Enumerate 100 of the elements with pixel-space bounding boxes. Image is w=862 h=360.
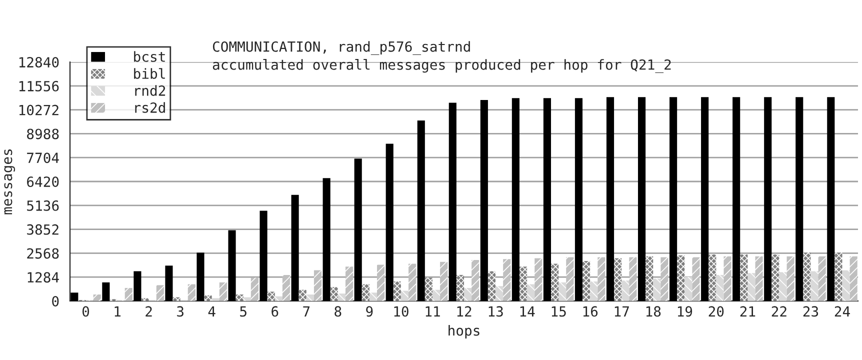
legend-label: rnd2 bbox=[135, 85, 166, 96]
bar bbox=[527, 284, 535, 301]
x-tick-label: 23 bbox=[803, 306, 818, 317]
bar bbox=[362, 284, 370, 301]
bar bbox=[550, 264, 559, 301]
bar bbox=[338, 294, 346, 301]
x-tick-label: 19 bbox=[678, 306, 692, 317]
legend-label: rs2d bbox=[135, 102, 165, 113]
bar bbox=[386, 144, 394, 301]
bar bbox=[330, 287, 338, 301]
bar bbox=[622, 280, 630, 301]
bar bbox=[724, 256, 732, 301]
y-tick-label: 10272 bbox=[19, 104, 58, 116]
bar bbox=[267, 292, 275, 301]
bar bbox=[558, 282, 566, 301]
bar bbox=[282, 274, 290, 301]
chart-subtitle: accumulated overall messages produced per hop for Q21_2 bbox=[212, 59, 671, 73]
bar bbox=[638, 97, 646, 301]
bar bbox=[124, 288, 132, 301]
bar bbox=[646, 256, 654, 301]
y-tick-label: 6420 bbox=[27, 176, 59, 188]
x-tick-label: 16 bbox=[583, 306, 598, 317]
bar bbox=[172, 297, 180, 301]
bar bbox=[519, 266, 528, 301]
bar bbox=[440, 262, 448, 301]
x-tick-label: 9 bbox=[366, 306, 373, 317]
x-tick-label: 21 bbox=[740, 306, 756, 316]
bar bbox=[260, 210, 268, 301]
bar bbox=[566, 257, 574, 301]
bar bbox=[456, 274, 464, 301]
legend-label: bcst bbox=[134, 51, 165, 62]
y-tick-label: 0 bbox=[52, 296, 59, 307]
bar bbox=[93, 294, 101, 301]
bar bbox=[818, 256, 826, 301]
x-tick-label: 11 bbox=[426, 306, 440, 316]
bar bbox=[165, 266, 173, 301]
bar bbox=[212, 298, 220, 301]
bar bbox=[684, 276, 692, 301]
x-tick-label: 1 bbox=[114, 306, 121, 316]
bar bbox=[488, 271, 496, 301]
bar bbox=[219, 282, 227, 301]
bar bbox=[503, 259, 511, 301]
bar bbox=[480, 100, 488, 301]
bar bbox=[448, 102, 456, 301]
y-tick-label: 8988 bbox=[27, 128, 59, 140]
bar bbox=[772, 254, 780, 301]
x-tick-label: 10 bbox=[394, 306, 408, 317]
bar bbox=[400, 290, 409, 301]
legend-label: bibl bbox=[134, 68, 165, 79]
bar bbox=[102, 282, 110, 301]
x-tick-label: 24 bbox=[834, 306, 850, 316]
bar bbox=[598, 257, 606, 301]
x-tick-label: 8 bbox=[334, 306, 342, 317]
bar bbox=[786, 256, 794, 301]
bar bbox=[660, 257, 668, 301]
y-axis-title: messages bbox=[4, 149, 15, 214]
bar bbox=[369, 292, 378, 301]
x-tick-label: 18 bbox=[646, 306, 661, 317]
bar bbox=[748, 273, 756, 301]
bar bbox=[590, 281, 598, 301]
bar bbox=[424, 278, 432, 301]
bar bbox=[393, 281, 401, 301]
x-axis-title: hops bbox=[448, 325, 480, 338]
bar bbox=[779, 272, 787, 301]
x-tick-label: 7 bbox=[303, 306, 310, 316]
bar bbox=[677, 255, 685, 301]
bar bbox=[842, 270, 850, 301]
y-tick-label: 1284 bbox=[28, 272, 59, 283]
y-tick-label: 7704 bbox=[27, 152, 59, 164]
x-tick-label: 5 bbox=[240, 306, 246, 317]
bar bbox=[534, 258, 542, 301]
bar bbox=[614, 258, 622, 301]
x-tick-label: 6 bbox=[272, 306, 278, 317]
x-tick-label: 17 bbox=[614, 306, 629, 316]
bar bbox=[432, 290, 440, 301]
bar bbox=[322, 178, 330, 301]
bar bbox=[250, 278, 258, 301]
y-tick-label: 3852 bbox=[27, 224, 58, 235]
x-tick-label: 2 bbox=[146, 306, 152, 316]
y-tick-label: 11556 bbox=[19, 80, 59, 92]
bar bbox=[740, 254, 748, 301]
bar bbox=[810, 271, 818, 301]
x-tick-label: 22 bbox=[772, 306, 786, 316]
bar bbox=[141, 298, 149, 301]
x-tick-label: 3 bbox=[177, 306, 184, 317]
bar bbox=[834, 252, 842, 301]
bar bbox=[274, 296, 282, 301]
bar bbox=[134, 271, 142, 301]
chart-title: COMMUNICATION, rand_p576_satrnd bbox=[212, 41, 470, 55]
bar bbox=[574, 98, 583, 301]
bar bbox=[377, 264, 385, 301]
bar bbox=[796, 97, 804, 301]
bar bbox=[188, 284, 196, 301]
x-tick-label: 14 bbox=[520, 306, 535, 316]
bar bbox=[314, 270, 322, 301]
bar bbox=[228, 230, 236, 301]
bar bbox=[354, 158, 362, 301]
bar bbox=[345, 266, 354, 301]
bar bbox=[827, 97, 835, 301]
bar bbox=[653, 278, 661, 301]
